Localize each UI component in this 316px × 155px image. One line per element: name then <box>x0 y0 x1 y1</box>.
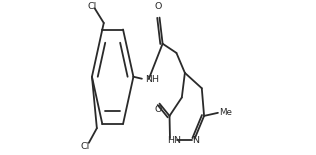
Text: N: N <box>192 136 200 145</box>
Text: Me: Me <box>219 108 232 117</box>
Text: Cl: Cl <box>81 142 90 151</box>
Text: Cl: Cl <box>87 2 96 11</box>
Text: HN: HN <box>167 136 181 145</box>
Text: O: O <box>154 2 162 11</box>
Text: O: O <box>154 105 162 114</box>
Text: NH: NH <box>145 75 159 84</box>
